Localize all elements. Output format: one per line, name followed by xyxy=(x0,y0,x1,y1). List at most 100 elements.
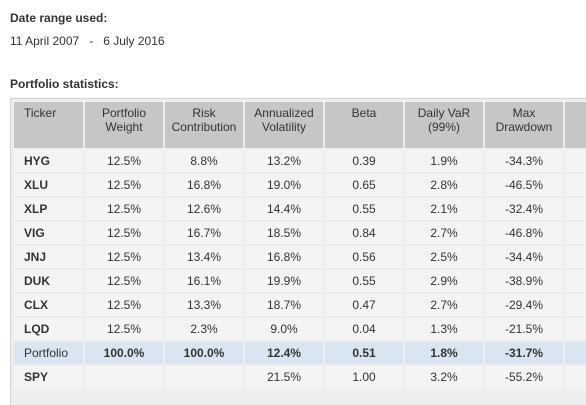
beta-cell: 0.84 xyxy=(325,222,403,244)
spacer-cell xyxy=(565,294,586,316)
table-header-row: Ticker Portfolio Weight Risk Contribution Ann… xyxy=(14,102,586,148)
max-drawdown-cell: -21.5% xyxy=(485,318,563,340)
weight-cell xyxy=(85,366,163,388)
max-drawdown-cell: -34.3% xyxy=(485,150,563,172)
risk-contribution-cell: 16.8% xyxy=(165,174,243,196)
var-cell: 3.2% xyxy=(405,366,483,388)
date-range-end: 6 July 2016 xyxy=(103,34,165,48)
beta-cell: 0.55 xyxy=(325,198,403,220)
var-cell: 2.1% xyxy=(405,198,483,220)
ticker-cell: HYG xyxy=(14,150,83,172)
beta-cell: 0.51 xyxy=(325,342,403,364)
table-row: LQD 12.5% 2.3% 9.0% 0.04 1.3% -21.5% xyxy=(14,318,586,340)
beta-cell: 0.55 xyxy=(325,270,403,292)
var-cell: 2.9% xyxy=(405,270,483,292)
ticker-cell: LQD xyxy=(14,318,83,340)
risk-contribution-cell: 16.7% xyxy=(165,222,243,244)
volatility-cell: 18.5% xyxy=(245,222,323,244)
risk-contribution-cell: 16.1% xyxy=(165,270,243,292)
column-header: Annualized Volatility xyxy=(245,102,323,148)
beta-cell: 0.56 xyxy=(325,246,403,268)
table-row: HYG 12.5% 8.8% 13.2% 0.39 1.9% -34.3% xyxy=(14,150,586,172)
column-header-line: Volatility xyxy=(261,120,307,134)
risk-contribution-cell: 8.8% xyxy=(165,150,243,172)
var-cell: 2.7% xyxy=(405,294,483,316)
weight-cell: 12.5% xyxy=(85,198,163,220)
column-header-spacer xyxy=(565,102,586,148)
max-drawdown-cell: -55.2% xyxy=(485,366,563,388)
spacer-cell xyxy=(565,270,586,292)
weight-cell: 12.5% xyxy=(85,222,163,244)
table-body: HYG 12.5% 8.8% 13.2% 0.39 1.9% -34.3% XLU 12.5% 1… xyxy=(14,150,586,388)
column-header-line: Annualized xyxy=(254,106,314,120)
volatility-cell: 13.2% xyxy=(245,150,323,172)
spacer-cell xyxy=(565,174,586,196)
column-header-line: Drawdown xyxy=(495,120,553,134)
column-header: Daily VaR (99%) xyxy=(405,102,483,148)
table-row: VIG 12.5% 16.7% 18.5% 0.84 2.7% -46.8% xyxy=(14,222,586,244)
weight-cell: 12.5% xyxy=(85,294,163,316)
date-range-text: 11 April 2007 - 6 July 2016 xyxy=(10,34,165,48)
column-header: Risk Contribution xyxy=(165,102,243,148)
table-row: XLU 12.5% 16.8% 19.0% 0.65 2.8% -46.5% xyxy=(14,174,586,196)
var-cell: 2.8% xyxy=(405,174,483,196)
column-header: Portfolio Weight xyxy=(85,102,163,148)
spacer-cell xyxy=(565,150,586,172)
beta-cell: 0.65 xyxy=(325,174,403,196)
spacer-cell xyxy=(565,318,586,340)
var-cell: 1.3% xyxy=(405,318,483,340)
column-header-line: Beta xyxy=(351,106,377,120)
spacer-cell xyxy=(565,222,586,244)
risk-contribution-cell: 100.0% xyxy=(165,342,243,364)
var-cell: 2.7% xyxy=(405,222,483,244)
column-header-line: (99%) xyxy=(427,120,460,134)
date-range-start: 11 April 2007 xyxy=(10,34,80,48)
weight-cell: 12.5% xyxy=(85,174,163,196)
volatility-cell: 18.7% xyxy=(245,294,323,316)
column-header: Beta xyxy=(325,102,403,148)
ticker-cell: XLU xyxy=(14,174,83,196)
spacer-cell xyxy=(565,366,586,388)
weight-cell: 100.0% xyxy=(85,342,163,364)
column-header-line: Contribution xyxy=(171,120,237,134)
beta-cell: 0.39 xyxy=(325,150,403,172)
max-drawdown-cell: -29.4% xyxy=(485,294,563,316)
ticker-cell: VIG xyxy=(14,222,83,244)
beta-cell: 0.47 xyxy=(325,294,403,316)
max-drawdown-cell: -46.8% xyxy=(485,222,563,244)
column-header-line: Weight xyxy=(105,120,143,134)
table-row: JNJ 12.5% 13.4% 16.8% 0.56 2.5% -34.4% xyxy=(14,246,586,268)
column-header: Ticker xyxy=(14,102,83,148)
portfolio-statistics-table: Ticker Portfolio Weight Risk Contribution Ann… xyxy=(12,100,586,390)
beta-cell: 1.00 xyxy=(325,366,403,388)
risk-contribution-cell: 13.3% xyxy=(165,294,243,316)
table-row: SPY 21.5% 1.00 3.2% -55.2% xyxy=(14,366,586,388)
column-header-line: Portfolio xyxy=(101,106,147,120)
volatility-cell: 19.9% xyxy=(245,270,323,292)
portfolio-statistics-table-container: Ticker Portfolio Weight Risk Contribution Ann… xyxy=(10,98,586,405)
volatility-cell: 14.4% xyxy=(245,198,323,220)
ticker-cell: CLX xyxy=(14,294,83,316)
weight-cell: 12.5% xyxy=(85,246,163,268)
portfolio-statistics-heading: Portfolio statistics: xyxy=(10,77,119,91)
risk-contribution-cell xyxy=(165,366,243,388)
spacer-cell xyxy=(565,246,586,268)
beta-cell: 0.04 xyxy=(325,318,403,340)
weight-cell: 12.5% xyxy=(85,318,163,340)
ticker-cell: JNJ xyxy=(14,246,83,268)
spacer-cell xyxy=(565,198,586,220)
weight-cell: 12.5% xyxy=(85,270,163,292)
ticker-cell: XLP xyxy=(14,198,83,220)
column-header-line: Ticker xyxy=(24,106,57,120)
max-drawdown-cell: -38.9% xyxy=(485,270,563,292)
spacer-cell xyxy=(565,342,586,364)
table-row: DUK 12.5% 16.1% 19.9% 0.55 2.9% -38.9% xyxy=(14,270,586,292)
ticker-cell: DUK xyxy=(14,270,83,292)
column-header-line: Daily VaR xyxy=(417,106,471,120)
var-cell: 1.8% xyxy=(405,342,483,364)
column-header: Max Drawdown xyxy=(485,102,563,148)
table-row: CLX 12.5% 13.3% 18.7% 0.47 2.7% -29.4% xyxy=(14,294,586,316)
risk-contribution-cell: 12.6% xyxy=(165,198,243,220)
volatility-cell: 21.5% xyxy=(245,366,323,388)
max-drawdown-cell: -32.4% xyxy=(485,198,563,220)
